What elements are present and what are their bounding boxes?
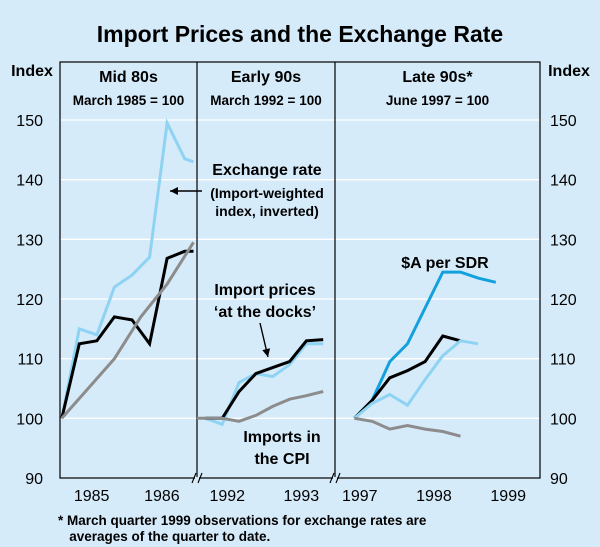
x-tick-label: 1999 [490, 488, 526, 505]
y-tick-label-left: 120 [16, 292, 43, 309]
x-tick-label: 1992 [209, 488, 245, 505]
y-tick-label-left: 90 [25, 471, 43, 488]
y-axis-title-right: Index [548, 63, 590, 80]
series-line-exchange-rate [60, 117, 194, 419]
y-tick-label-right: 120 [550, 292, 577, 309]
series-line-imports-in-the-cpi [197, 390, 324, 423]
series-line-imports-in-the-cpi [354, 416, 461, 438]
series-line-import-prices [205, 338, 324, 420]
y-tick-label-right: 100 [550, 411, 577, 428]
panel-title: Mid 80s [99, 69, 158, 86]
footnote-text: * March quarter 1999 observations for ex… [58, 513, 427, 544]
panel-subtitle: March 1992 = 100 [210, 93, 321, 108]
y-tick-label-left: 110 [17, 352, 43, 369]
annotation-a-per-sdr: $A per SDR [401, 255, 489, 272]
annotation-imports-cpi: the CPI [254, 451, 309, 468]
x-tick-label: 1998 [416, 488, 452, 505]
annotation-exchange-rate-note: index, inverted) [215, 203, 318, 219]
y-tick-label-right: 110 [550, 352, 576, 369]
axis-break-gap [333, 477, 337, 479]
series-line-imports-in-the-cpi [60, 241, 195, 420]
annotation-import-prices: Import prices [214, 282, 315, 299]
x-tick-label: 1985 [74, 488, 110, 505]
annotation-arrow-import-prices [259, 322, 271, 358]
y-tick-label-right: 130 [550, 232, 577, 249]
y-tick-label-right: 150 [550, 113, 577, 130]
annotation-exchange-rate: Exchange rate [212, 162, 321, 179]
series-line-exchange-rate [353, 339, 479, 420]
y-tick-label-right: 90 [550, 471, 568, 488]
x-tick-label: 1997 [342, 488, 378, 505]
plot-frame [59, 61, 541, 479]
series-line-import-prices [60, 249, 194, 419]
x-tick-label: 1986 [144, 488, 180, 505]
axis-break-gap [195, 477, 199, 479]
x-tick-label: 1993 [284, 488, 320, 505]
chart-title: Import Prices and the Exchange Rate [96, 21, 504, 47]
y-tick-label-left: 140 [16, 173, 43, 190]
y-tick-label-left: 150 [16, 113, 43, 130]
series-line-import-prices [353, 334, 461, 420]
axis-break-mark [329, 472, 335, 484]
axis-break-mark [197, 472, 203, 484]
annotation-arrow-exchange-rate [170, 187, 202, 195]
series-line-a-per-sdr [353, 270, 497, 420]
y-tick-label-left: 100 [16, 411, 43, 428]
annotation-imports-cpi: Imports in [243, 429, 320, 446]
y-axis-title-left: Index [11, 63, 53, 80]
y-tick-label-left: 130 [16, 232, 43, 249]
panel-title: Late 90s* [402, 69, 473, 86]
annotation-exchange-rate-note: (Import-weighted [210, 185, 324, 201]
footnote: * March quarter 1999 observations for ex… [58, 513, 426, 545]
y-tick-label-right: 140 [550, 173, 577, 190]
axis-break-mark [191, 472, 197, 484]
panel-subtitle: March 1985 = 100 [73, 93, 184, 108]
panel-title: Early 90s [231, 69, 301, 86]
axis-break-mark [335, 472, 341, 484]
annotation-import-prices: ‘at the docks’ [214, 304, 316, 321]
panel-subtitle: June 1997 = 100 [386, 93, 489, 108]
